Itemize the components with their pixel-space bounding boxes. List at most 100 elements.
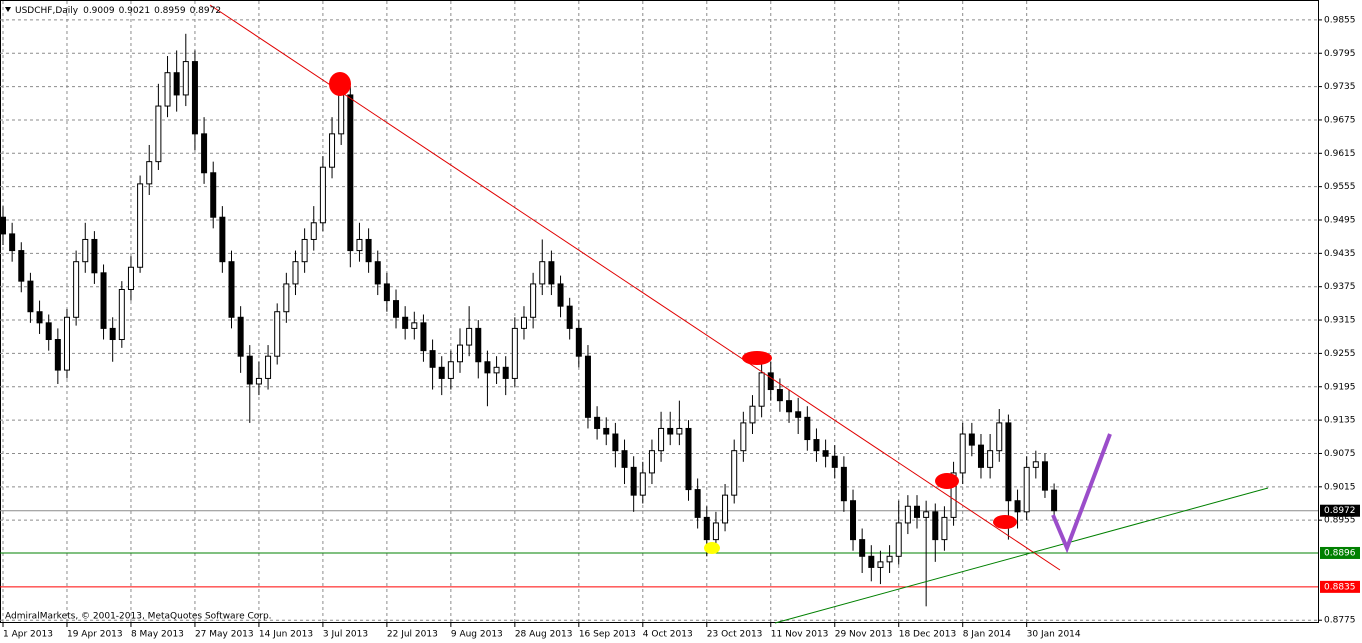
candle-body <box>228 261 235 318</box>
candle-body <box>566 305 573 329</box>
candle-body <box>977 444 984 468</box>
price-level-label: 0.8896 <box>1324 548 1356 558</box>
projection-arrow <box>1051 433 1112 554</box>
candle-body <box>530 283 537 318</box>
x-tick-label: 28 Aug 2013 <box>515 630 573 640</box>
candle-body <box>996 422 1003 452</box>
candle-body <box>950 472 957 518</box>
candle-body <box>694 489 701 518</box>
candle-body <box>365 238 372 263</box>
candle-body <box>703 516 710 541</box>
low-price: 0.8959 <box>154 6 186 16</box>
candle-body <box>73 261 80 318</box>
candle-body <box>658 427 665 452</box>
candle-body <box>822 450 829 457</box>
candle-body <box>493 366 500 374</box>
y-tick-label: 0.9435 <box>1324 249 1356 259</box>
x-tick-label: 11 Nov 2013 <box>771 630 829 640</box>
x-tick-label: 4 Oct 2013 <box>643 630 693 640</box>
candle-body <box>383 283 390 302</box>
candle-body <box>667 427 674 435</box>
y-tick-label: 0.8775 <box>1324 616 1356 626</box>
candle-body <box>109 327 116 341</box>
candle-body <box>63 316 70 371</box>
x-tick-label: 1 Apr 2013 <box>3 630 53 640</box>
candle-body <box>91 238 98 274</box>
candle-body <box>904 505 911 524</box>
x-tick-label: 30 Jan 2014 <box>1027 630 1081 640</box>
candle-body <box>191 61 198 135</box>
touch-marker <box>742 351 772 365</box>
candle-body <box>301 238 308 263</box>
x-tick-label: 16 Sep 2013 <box>579 630 636 640</box>
y-tick-label: 0.9675 <box>1324 115 1356 125</box>
annotations <box>209 4 1269 624</box>
candle-body <box>749 405 756 424</box>
y-tick-label: 0.9495 <box>1324 216 1356 226</box>
candle-body <box>411 322 418 329</box>
x-tick-label: 8 Jan 2014 <box>963 630 1011 640</box>
candle-body <box>886 555 893 563</box>
candle-body <box>292 261 299 285</box>
candle-body <box>219 216 226 263</box>
candle-body <box>1014 500 1021 513</box>
candle-body <box>840 466 847 502</box>
candle-body <box>310 222 317 240</box>
x-tick-label: 18 Dec 2013 <box>899 630 957 640</box>
x-tick-label: 8 May 2013 <box>131 630 184 640</box>
candle-body <box>676 427 683 435</box>
open-price: 0.9009 <box>83 6 115 16</box>
candle-body <box>941 516 948 541</box>
candle-body <box>731 450 738 496</box>
support-trendline <box>774 487 1269 624</box>
candle-body <box>923 511 930 518</box>
y-tick-label: 0.9015 <box>1324 482 1356 492</box>
candle-body <box>603 427 610 435</box>
candle-body <box>621 450 628 468</box>
candle-body <box>932 511 939 541</box>
candle-body <box>548 261 555 285</box>
candle-body <box>639 472 646 496</box>
high-price: 0.9021 <box>119 6 151 16</box>
candle-body <box>557 283 564 307</box>
y-tick-label: 0.9735 <box>1324 82 1356 92</box>
candle-body <box>201 133 208 174</box>
y-tick-label: 0.9075 <box>1324 449 1356 459</box>
price-level-tag <box>1320 504 1360 517</box>
plot-frame <box>0 0 1319 623</box>
candle-body <box>27 280 34 313</box>
candle-body <box>338 94 345 135</box>
close-price: 0.8972 <box>190 6 222 16</box>
candle-body <box>1051 489 1058 512</box>
x-tick-label: 27 May 2013 <box>195 630 254 640</box>
price-level-label: 0.8835 <box>1324 582 1356 592</box>
candle-body <box>740 422 747 452</box>
candle-body <box>374 261 381 285</box>
candle-body <box>959 433 966 474</box>
x-tick-label: 19 Apr 2013 <box>67 630 123 640</box>
candle-body <box>18 250 25 282</box>
y-tick-label: 0.9135 <box>1324 416 1356 426</box>
candle-body <box>968 433 975 446</box>
candles <box>0 33 1058 607</box>
candle-body <box>584 355 591 418</box>
candle-body <box>54 339 61 371</box>
candle-body <box>795 411 802 418</box>
symbol: USDCHF,Daily <box>15 6 79 16</box>
candle-body <box>429 350 436 368</box>
candle-body <box>82 238 89 263</box>
candle-body <box>475 327 482 363</box>
y-tick-label: 0.9375 <box>1324 282 1356 292</box>
candle-body <box>520 316 527 329</box>
candle-body <box>685 427 692 491</box>
candle-body <box>356 238 363 252</box>
candle-body <box>813 439 820 452</box>
candle-body <box>438 366 445 379</box>
candle-body <box>877 561 884 568</box>
candle-body <box>283 283 290 313</box>
candle-body <box>786 400 793 413</box>
candle-body <box>511 327 518 379</box>
candle-body <box>255 377 262 385</box>
candle-body <box>137 183 144 268</box>
